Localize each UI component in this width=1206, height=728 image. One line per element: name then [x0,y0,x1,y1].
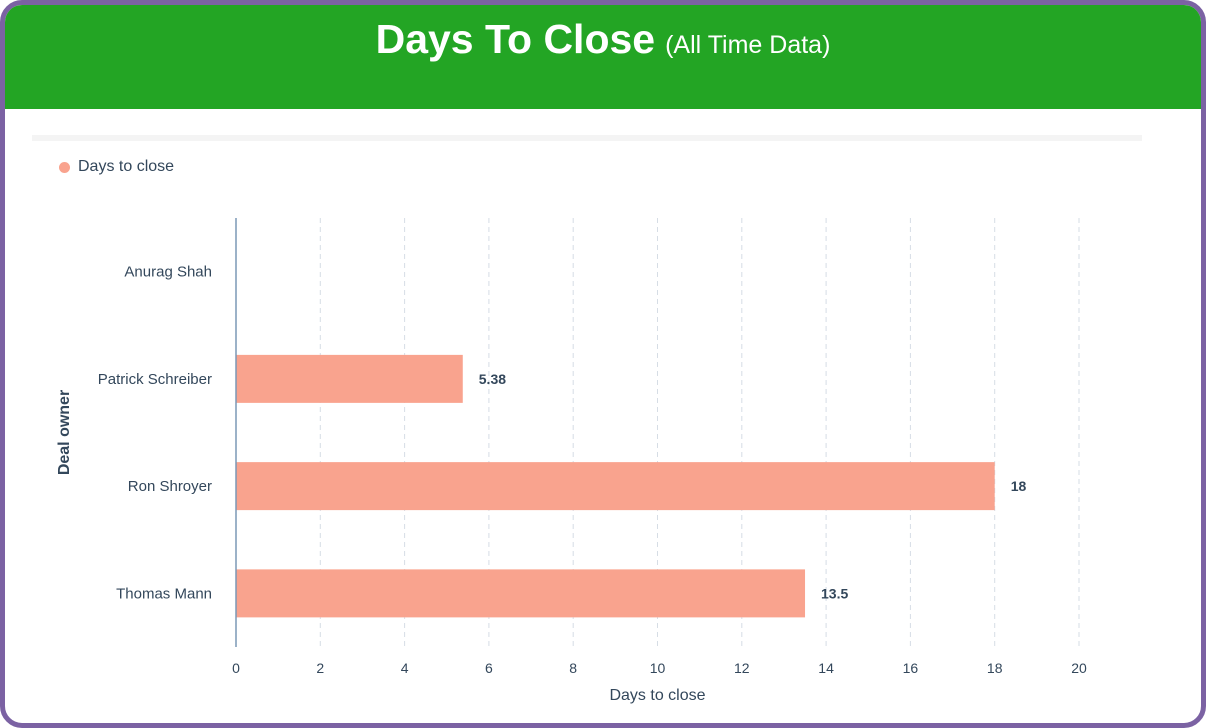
bar-ron-shroyer[interactable] [236,462,995,511]
x-tick-label: 16 [903,660,919,676]
category-label: Patrick Schreiber [98,371,212,388]
title-subtitle: (All Time Data) [665,31,831,59]
category-label: Ron Shroyer [128,478,212,495]
bar-chart: Anurag Shah Patrick Schreiber 5.38 Ron Shro… [56,218,1087,704]
x-tick-label: 8 [569,660,577,676]
x-tick-label: 12 [734,660,750,676]
legend-label: Days to close [78,158,175,175]
chart-legend[interactable]: Days to close [59,158,174,176]
x-axis-title: Days to close [609,687,705,704]
bar-thomas-mann[interactable] [236,569,806,618]
x-tick-label: 18 [987,660,1003,676]
bar-patrick-schreiber[interactable] [236,354,463,403]
category-label: Thomas Mann [116,585,212,602]
y-axis-title: Deal owner [56,390,73,475]
category-label: Anurag Shah [124,264,212,281]
x-tick-label: 6 [485,660,493,676]
chart-card: Days to close Anurag Shah Patrick Schreib… [32,135,1142,723]
x-tick-label: 0 [232,660,240,676]
x-tick-label: 20 [1071,660,1087,676]
legend-swatch [59,161,70,173]
x-tick-label: 10 [650,660,666,676]
title-main: Days To Close [375,16,656,62]
x-tick-label: 4 [401,660,409,676]
x-tick-label: 14 [818,660,834,676]
x-tick-label: 2 [316,660,324,676]
data-label: 13.5 [821,585,848,601]
data-label: 18 [1011,478,1027,494]
header-banner: Days To Close (All Time Data) [5,5,1201,109]
data-label: 5.38 [479,371,506,387]
page-title: Days To Close (All Time Data) [376,16,831,63]
